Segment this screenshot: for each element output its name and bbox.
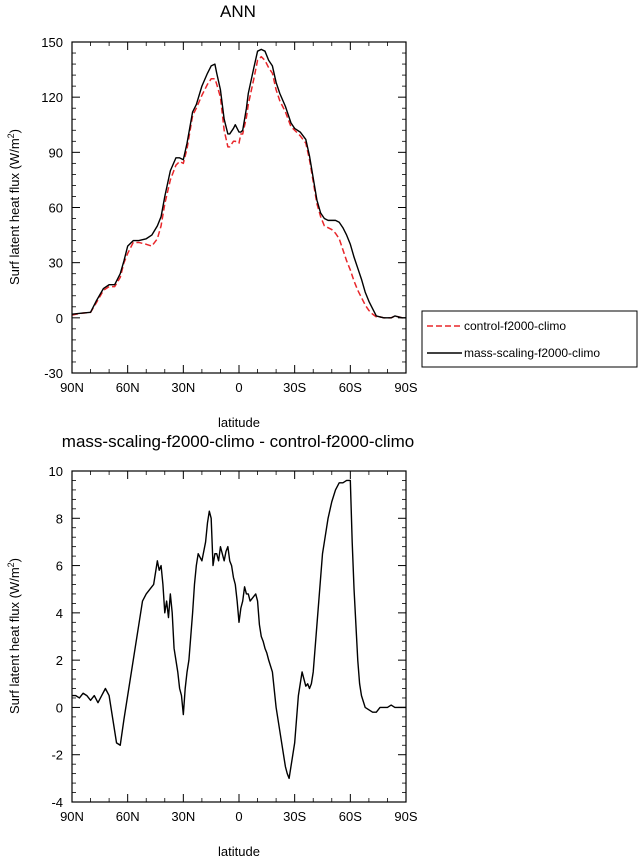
legend-label-control: control-f2000-climo [464,319,566,333]
legend: control-f2000-climo mass-scaling-f2000-c… [421,310,638,368]
bottom-y-tick-label-6: 8 [56,511,63,526]
bottom-x-tick-label-3: 0 [235,809,242,824]
bottom-y-tick-label-1: -2 [51,748,63,763]
top-panel-title: ANN [220,2,256,21]
bottom-y-axis-label-sup: 2 [6,562,16,567]
top-plot-frame [71,41,407,374]
top-x-tick-label-3: 0 [235,380,242,395]
top-x-tick-label-2: 30N [171,380,195,395]
bottom-y-tick-label-5: 6 [56,559,63,574]
top-y-tick-label-5: 120 [41,90,63,105]
top-y-tick-label-4: 90 [49,145,63,160]
bottom-series-line-1 [72,479,406,780]
top-y-tick-label-3: 60 [49,201,63,216]
top-y-tick-label-2: 30 [49,256,63,271]
top-series-line-2 [71,48,406,319]
bottom-x-axis-label: latitude [218,844,260,859]
top-y-axis-label-close: ) [7,129,22,133]
top-x-tick-label-5: 60S [339,380,362,395]
top-y-tick-label-1: 0 [56,311,63,326]
top-y-axis-label: Surf latent heat flux (W/m2) [6,129,22,285]
bottom-y-tick-label-7: 10 [49,464,63,479]
bottom-y-tick-label-0: -4 [51,795,63,810]
bottom-x-tick-label-4: 30S [283,809,306,824]
bottom-x-tick-label-6: 90S [394,809,417,824]
top-y-tick-label-6: 150 [41,35,63,50]
top-plot-lines [71,48,406,319]
bottom-y-tick-label-4: 4 [56,606,63,621]
top-y-axis-label-main: Surf latent heat flux (W/m [7,138,22,285]
top-x-tick-label-4: 30S [283,380,306,395]
legend-box [421,310,638,368]
bottom-y-tick-label-2: 0 [56,700,63,715]
top-ticks: 90N 60N 30N 0 30S 60S 90S -30 0 30 60 90 120 150 [41,35,418,395]
legend-label-mass-scaling: mass-scaling-f2000-climo [464,346,600,360]
top-x-tick-label-6: 90S [394,380,417,395]
bottom-panel-title: mass-scaling-f2000-climo - control-f2000… [62,432,414,451]
bottom-plot-lines [72,479,406,780]
bottom-y-axis-label: Surf latent heat flux (W/m2) [6,558,22,714]
top-y-axis-label-sup: 2 [6,133,16,138]
bottom-x-tick-label-5: 60S [339,809,362,824]
top-x-axis-label: latitude [218,415,260,430]
bottom-x-tick-label-1: 60N [116,809,140,824]
top-panel: ANN 90N 60N 30N 0 30S 60S 90S-300306090120150 … [6,2,418,430]
top-x-tick-label-0: 90N [60,380,84,395]
bottom-panel: mass-scaling-f2000-climo - control-f2000… [6,432,418,859]
bottom-x-tick-label-0: 90N [60,809,84,824]
bottom-y-tick-label-3: 2 [56,653,63,668]
bottom-ticks: 90N 60N 30N 0 30S 60S 90S -4 -2 0 2 4 6 8 10 [49,464,418,824]
top-series-line-1 [71,55,406,319]
top-x-tick-label-1: 60N [116,380,140,395]
bottom-y-axis-label-main: Surf latent heat flux (W/m [7,567,22,714]
bottom-y-axis-label-close: ) [7,558,22,562]
bottom-x-tick-label-2: 30N [171,809,195,824]
top-y-tick-label-0: -30 [44,366,63,381]
